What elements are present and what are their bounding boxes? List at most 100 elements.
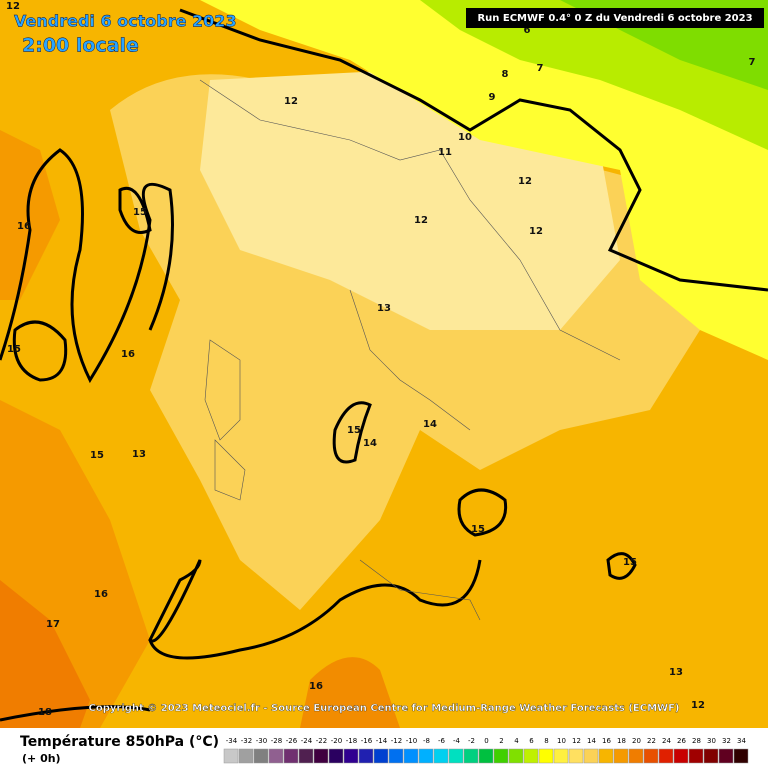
scale-swatch [493,748,509,764]
scale-label: 28 [692,737,701,745]
scale-swatch [253,748,269,764]
scale-label: -10 [406,737,417,745]
legend-title: Température 850hPa (°C) [20,734,219,750]
scale-swatch [613,748,629,764]
scale-swatch [298,748,314,764]
scale-label: -16 [361,737,373,745]
contour-label: 15 [133,207,147,218]
warm-zone [0,580,90,728]
scale-swatch [478,748,494,764]
borders [199,79,621,621]
scale-swatch [313,748,329,764]
run-box [466,8,764,28]
scale-swatch [658,748,674,764]
scale-label: 22 [647,737,656,745]
scale-label: -18 [346,737,357,745]
scale-label: 26 [677,737,686,745]
contour-label: 12 [284,96,298,107]
scale-swatch [523,748,539,764]
scale-label: 8 [544,737,548,745]
cold-zone [200,0,768,360]
scale-swatch [643,748,659,764]
contour-label: 12 [518,176,532,187]
scale-swatch [508,748,524,764]
scale-swatch [688,748,704,764]
contours [0,8,768,722]
warm-zone [300,657,400,728]
scale-label: 14 [587,737,596,745]
scale-swatch [238,748,254,764]
scale-swatch [568,748,584,764]
contour-label: 15 [471,524,485,535]
scale-label: -8 [423,737,430,745]
warm-zone [0,130,60,300]
scale-swatch [733,748,749,764]
contour-label: 6 [524,25,531,36]
date: Vendredi 6 octobre 2023 [14,12,237,31]
contour-label: 15 [90,450,104,461]
scale-label: 32 [722,737,731,745]
scale-swatch [388,748,404,764]
contour-label: 11 [438,147,452,158]
contour-label: 14 [423,419,437,430]
contour-label: 15 [347,425,361,436]
scale-label: 4 [514,737,519,745]
copyright: Copyright © 2023 Meteociel.fr - Source E… [89,703,680,714]
scale-swatch [538,748,554,764]
scale-label: -20 [331,737,342,745]
scale-label: -22 [316,737,327,745]
contour-label: 16 [121,349,135,360]
scale-label: -2 [468,737,475,745]
scale-label: -14 [376,737,388,745]
scale-label: -12 [391,737,402,745]
scale-swatch [283,748,299,764]
scale-label: 6 [529,737,534,745]
contour-label: 15 [7,344,21,355]
contour-label: 8 [502,69,509,80]
contour-label: 18 [38,707,52,718]
scale-label: 12 [572,737,581,745]
contour-label: 16 [94,589,108,600]
run-info: Run ECMWF 0.4° 0 Z du Vendredi 6 octobre… [477,13,752,24]
contour-label: 12 [691,700,705,711]
scale-swatch [628,748,644,764]
scale-swatch [583,748,599,764]
scale-label: -34 [226,737,238,745]
scale-label: 0 [484,737,488,745]
scale-label: 34 [737,737,746,745]
scale-label: -6 [438,737,446,745]
scale-label: 30 [707,737,716,745]
contour-label: 13 [669,667,683,678]
scale-swatch [433,748,449,764]
contour-label: 12 [6,1,20,12]
scale-swatch [598,748,614,764]
scale-swatch [418,748,434,764]
legend-subtitle: (+ 0h) [22,752,61,765]
contour-label: 10 [458,132,472,143]
scale-swatch [268,748,284,764]
contour-label: 14 [363,438,377,449]
scale-swatch [328,748,344,764]
contour-label: 13 [132,449,146,460]
contour-label: 9 [489,92,496,103]
scale-swatch [718,748,734,764]
contour-label: 16 [309,681,323,692]
scale-label: 18 [617,737,626,745]
contour-label: 12 [529,226,543,237]
scale-label: -32 [241,737,252,745]
contour-label: 16 [17,221,31,232]
scale-label: -4 [453,737,461,745]
scale-swatch [553,748,569,764]
scale-swatch [703,748,719,764]
scale-swatch [373,748,389,764]
scale-label: 10 [557,737,566,745]
scale-swatch [463,748,479,764]
scale-label: 16 [602,737,611,745]
scale-swatch [223,748,239,764]
scale-label: 20 [632,737,641,745]
scale-label: -24 [301,737,313,745]
contour-label: 12 [414,215,428,226]
